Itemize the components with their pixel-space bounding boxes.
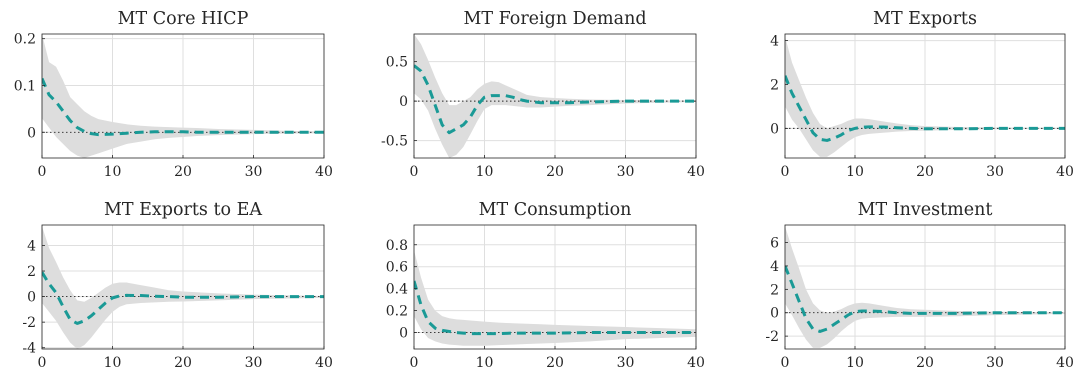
x-tick-label: 30 <box>617 355 635 371</box>
panel-3: MT Exports 0 10 20 30 40 0 2 4 <box>770 9 1074 180</box>
x-tick-label: 30 <box>245 355 263 371</box>
panel-title: MT Exports to EA <box>104 200 262 220</box>
x-tick-label: 10 <box>846 355 864 371</box>
x-tick-label: 0 <box>410 164 419 180</box>
y-tick-label: 0 <box>27 290 36 306</box>
panel-title: MT Consumption <box>479 200 632 220</box>
x-tick-label: 20 <box>546 164 564 180</box>
y-tick-label: 0 <box>399 326 408 342</box>
x-tick-label: 10 <box>476 355 494 371</box>
y-tick-label: -4 <box>22 341 36 357</box>
y-tick-label: 0.2 <box>386 304 408 320</box>
x-tick-label: 40 <box>1056 164 1074 180</box>
median-response-line <box>785 265 1065 333</box>
x-tick-label: 30 <box>245 164 263 180</box>
x-tick-label: 40 <box>687 355 705 371</box>
median-response-line <box>414 280 696 336</box>
y-tick-label: -2 <box>22 315 36 331</box>
x-tick-label: 0 <box>781 355 790 371</box>
panel-title: MT Foreign Demand <box>463 9 646 29</box>
x-tick-label: 20 <box>174 355 192 371</box>
median-response-line <box>785 75 1065 142</box>
x-tick-label: 10 <box>476 164 494 180</box>
confidence-band <box>42 226 324 349</box>
x-tick-label: 40 <box>315 355 333 371</box>
x-tick-label: 20 <box>546 355 564 371</box>
x-tick-label: 10 <box>104 355 122 371</box>
y-tick-label: 2 <box>27 264 36 280</box>
median-response-line <box>414 64 696 135</box>
x-tick-label: 10 <box>846 164 864 180</box>
y-tick-label: 0 <box>27 125 36 141</box>
y-tick-label: 4 <box>770 259 779 275</box>
x-tick-label: 0 <box>38 164 47 180</box>
x-tick-label: 20 <box>174 164 192 180</box>
y-tick-label: 0.4 <box>386 282 408 298</box>
x-tick-label: 0 <box>38 355 47 371</box>
panel-4: MT Exports to EA 0 10 20 30 40 -4 -2 0 2 4 <box>22 200 333 371</box>
y-tick-label: 0.1 <box>14 78 36 94</box>
median-response-line <box>42 77 324 137</box>
y-tick-label: -2 <box>765 329 779 345</box>
y-tick-label: 0.2 <box>14 32 36 48</box>
y-tick-label: 2 <box>770 282 779 298</box>
y-tick-label: 0.5 <box>386 55 408 71</box>
confidence-band <box>785 36 1065 157</box>
confidence-band <box>42 34 324 158</box>
confidence-band <box>414 250 696 346</box>
panel-title: MT Exports <box>873 9 977 29</box>
x-tick-label: 0 <box>410 355 419 371</box>
x-tick-label: 40 <box>1056 355 1074 371</box>
x-tick-label: 20 <box>916 355 934 371</box>
y-tick-label: 0 <box>770 306 779 322</box>
y-tick-label: 2 <box>770 77 779 93</box>
x-tick-label: 30 <box>986 355 1004 371</box>
x-tick-label: 40 <box>315 164 333 180</box>
median-response-line <box>42 271 324 325</box>
x-tick-label: 30 <box>986 164 1004 180</box>
y-tick-label: 6 <box>770 236 779 252</box>
x-tick-label: 40 <box>687 164 705 180</box>
panel-title: MT Core HICP <box>118 9 249 29</box>
y-tick-label: 0 <box>399 94 408 110</box>
y-tick-label: 0 <box>770 121 779 137</box>
y-tick-label: -0.5 <box>381 134 408 150</box>
x-tick-label: 20 <box>916 164 934 180</box>
x-tick-label: 30 <box>617 164 635 180</box>
panel-5: MT Consumption 0 10 20 30 40 0 0.2 0.4 0.6 0.8 <box>386 200 705 371</box>
x-tick-label: 0 <box>781 164 790 180</box>
y-tick-label: 0.6 <box>386 260 408 276</box>
y-tick-label: 4 <box>27 238 36 254</box>
confidence-band <box>785 226 1065 348</box>
x-tick-label: 10 <box>104 164 122 180</box>
y-tick-label: 0.8 <box>386 238 408 254</box>
panel-title: MT Investment <box>858 200 993 220</box>
panel-1: MT Core HICP 0 10 20 30 40 0 0.1 0.2 <box>14 9 333 180</box>
y-tick-label: 4 <box>770 34 779 50</box>
